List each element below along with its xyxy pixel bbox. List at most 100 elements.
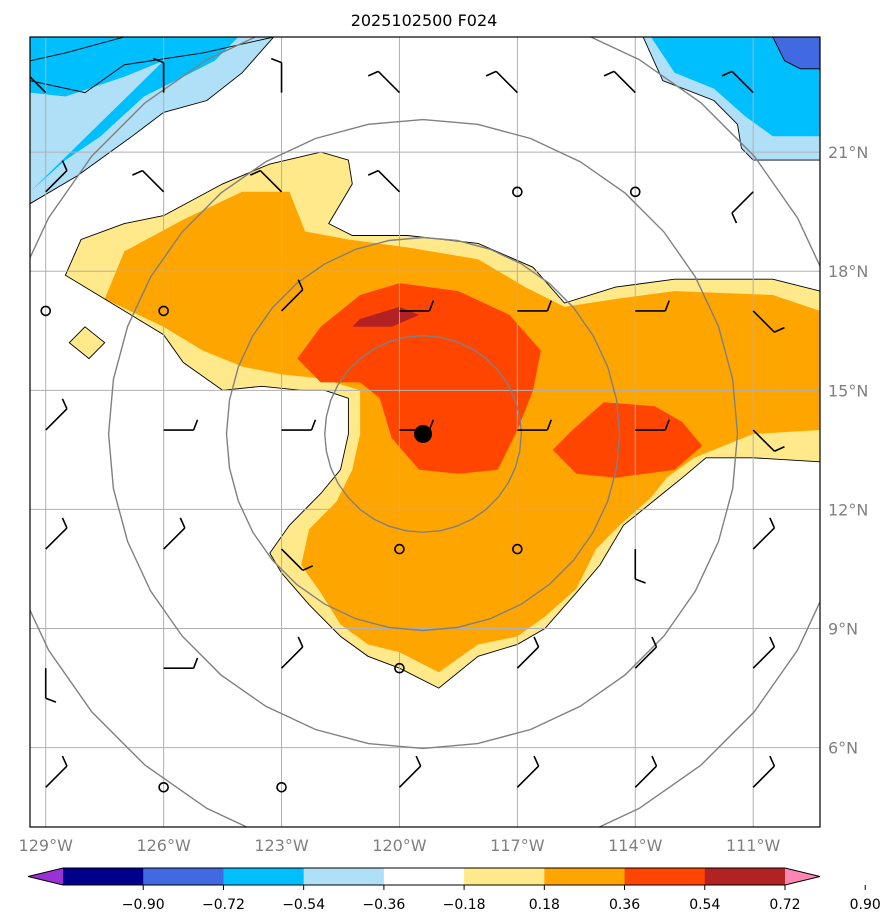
wind-barb-46 xyxy=(516,755,540,788)
wind-barb-41 xyxy=(752,636,776,669)
wind-barb-flag xyxy=(153,57,164,64)
wind-barb-flag xyxy=(533,636,540,648)
wind-barb-21 xyxy=(45,398,68,431)
colorbar-tick-label: −0.90 xyxy=(122,897,165,913)
colorbar-tick-label: −0.72 xyxy=(202,897,245,913)
range-ring-3 xyxy=(30,37,820,827)
colorbar-tick-label: −0.54 xyxy=(282,897,325,913)
wind-barb-35 xyxy=(44,668,57,703)
colorbar-bin-5 xyxy=(464,868,545,885)
contour-fill-0p18-0 xyxy=(69,326,105,359)
wind-barb-calm-38 xyxy=(394,662,405,674)
wind-barb-48 xyxy=(752,755,776,788)
wind-barb-1 xyxy=(153,57,165,93)
wind-barb-shaft xyxy=(752,429,775,452)
wind-barb-flag xyxy=(634,578,646,584)
map-plot-area xyxy=(29,36,821,828)
wind-barb-shaft xyxy=(259,170,283,193)
wind-barb-5 xyxy=(603,70,636,94)
contour-line-neg0p36-0 xyxy=(30,37,274,94)
range-rings xyxy=(30,37,820,827)
wind-barb-flag xyxy=(302,565,314,572)
range-ring-0 xyxy=(324,334,522,533)
colorbar-tick-label: −0.36 xyxy=(362,897,405,913)
wind-barb-calm-12 xyxy=(629,186,641,198)
colorbar-bin-8 xyxy=(704,868,786,885)
wind-barb-flag xyxy=(769,755,776,767)
wind-barbs xyxy=(30,57,785,793)
wind-barb-shaft xyxy=(752,310,775,333)
colorbar-outline xyxy=(27,867,821,886)
wind-barb-30 xyxy=(280,548,314,572)
x-tick-label: 114°W xyxy=(608,836,663,855)
range-ring-2 xyxy=(107,118,739,750)
wind-barb-26 xyxy=(635,419,670,431)
chart-title: 2025102500 F024 xyxy=(351,11,498,30)
y-axis-ticks: 6°N 9°N 12°N 15°N 18°N 21°N xyxy=(828,143,868,757)
wind-barb-shaft xyxy=(752,527,775,550)
wind-barb-33 xyxy=(634,549,646,584)
wind-barb-flag xyxy=(603,70,615,77)
x-tick-label: 117°W xyxy=(490,836,545,855)
wind-barb-9 xyxy=(249,169,283,193)
y-tick-label: 21°N xyxy=(828,143,868,162)
wind-barb-calm-44 xyxy=(276,782,287,793)
wind-barb-shaft xyxy=(495,70,518,94)
plot-frame xyxy=(29,36,821,828)
wind-barb-shaft xyxy=(377,170,401,193)
wind-barb-flag xyxy=(61,398,68,410)
wind-barb-28 xyxy=(45,517,68,550)
wind-barb-18 xyxy=(517,300,553,312)
wind-barb-shaft xyxy=(752,646,775,669)
wind-barb-47 xyxy=(634,755,658,788)
colorbar-bin-0 xyxy=(63,868,144,885)
wind-barb-flag xyxy=(132,169,143,176)
colorbar-bin-7 xyxy=(624,868,706,885)
contour-fill-0p72-0 xyxy=(352,306,420,327)
wind-barb-20 xyxy=(752,310,785,333)
wind-barb-shaft xyxy=(634,765,658,788)
wind-barb-calm-31 xyxy=(394,543,405,555)
wind-barb-36 xyxy=(163,657,199,670)
wind-barb-calm-32 xyxy=(512,543,523,555)
wind-barb-shaft xyxy=(516,765,540,788)
wind-barb-shaft xyxy=(45,765,68,788)
wind-barb-flag xyxy=(769,636,776,648)
wind-barb-calm-14 xyxy=(40,305,52,317)
wind-barb-17 xyxy=(399,300,435,312)
wind-barb-shaft xyxy=(45,527,68,550)
wind-barb-flag xyxy=(61,160,68,171)
wind-barb-16 xyxy=(280,279,304,312)
x-tick-label: 129°W xyxy=(19,836,74,855)
wind-barb-flag xyxy=(428,419,435,431)
wind-barb-flag xyxy=(270,57,282,64)
wind-barb-shaft xyxy=(30,75,47,94)
colorbar-bin-4 xyxy=(383,868,465,885)
wind-barb-flag xyxy=(774,445,785,452)
colorbar-extend-high xyxy=(785,868,820,885)
contour-line-neg0p72-0 xyxy=(772,37,820,70)
wind-barb-6 xyxy=(721,70,754,94)
filled-contours xyxy=(30,37,820,689)
range-ring-1 xyxy=(225,236,621,632)
wind-barb-calm-43 xyxy=(158,782,169,793)
contour-line-0p18-0 xyxy=(68,326,106,360)
wind-barb-shaft xyxy=(613,70,636,94)
wind-barb-flag xyxy=(485,70,497,77)
wind-barb-shaft xyxy=(141,170,165,193)
x-tick-label: 126°W xyxy=(136,836,191,855)
wind-barb-22 xyxy=(163,419,199,431)
wind-barb-flag xyxy=(428,300,435,312)
wind-barb-shaft xyxy=(731,191,754,214)
contour-fill-0p54-0 xyxy=(297,283,541,474)
wind-barb-7 xyxy=(45,160,68,193)
wind-barb-23 xyxy=(281,419,317,431)
wind-barb-8 xyxy=(132,169,165,193)
wind-barb-42 xyxy=(45,755,68,788)
storm-center xyxy=(414,424,433,443)
colorbar-bin-6 xyxy=(544,868,626,885)
wind-barb-flag xyxy=(546,300,553,312)
storm-center-dot xyxy=(414,424,433,443)
wind-barb-45 xyxy=(398,755,422,788)
